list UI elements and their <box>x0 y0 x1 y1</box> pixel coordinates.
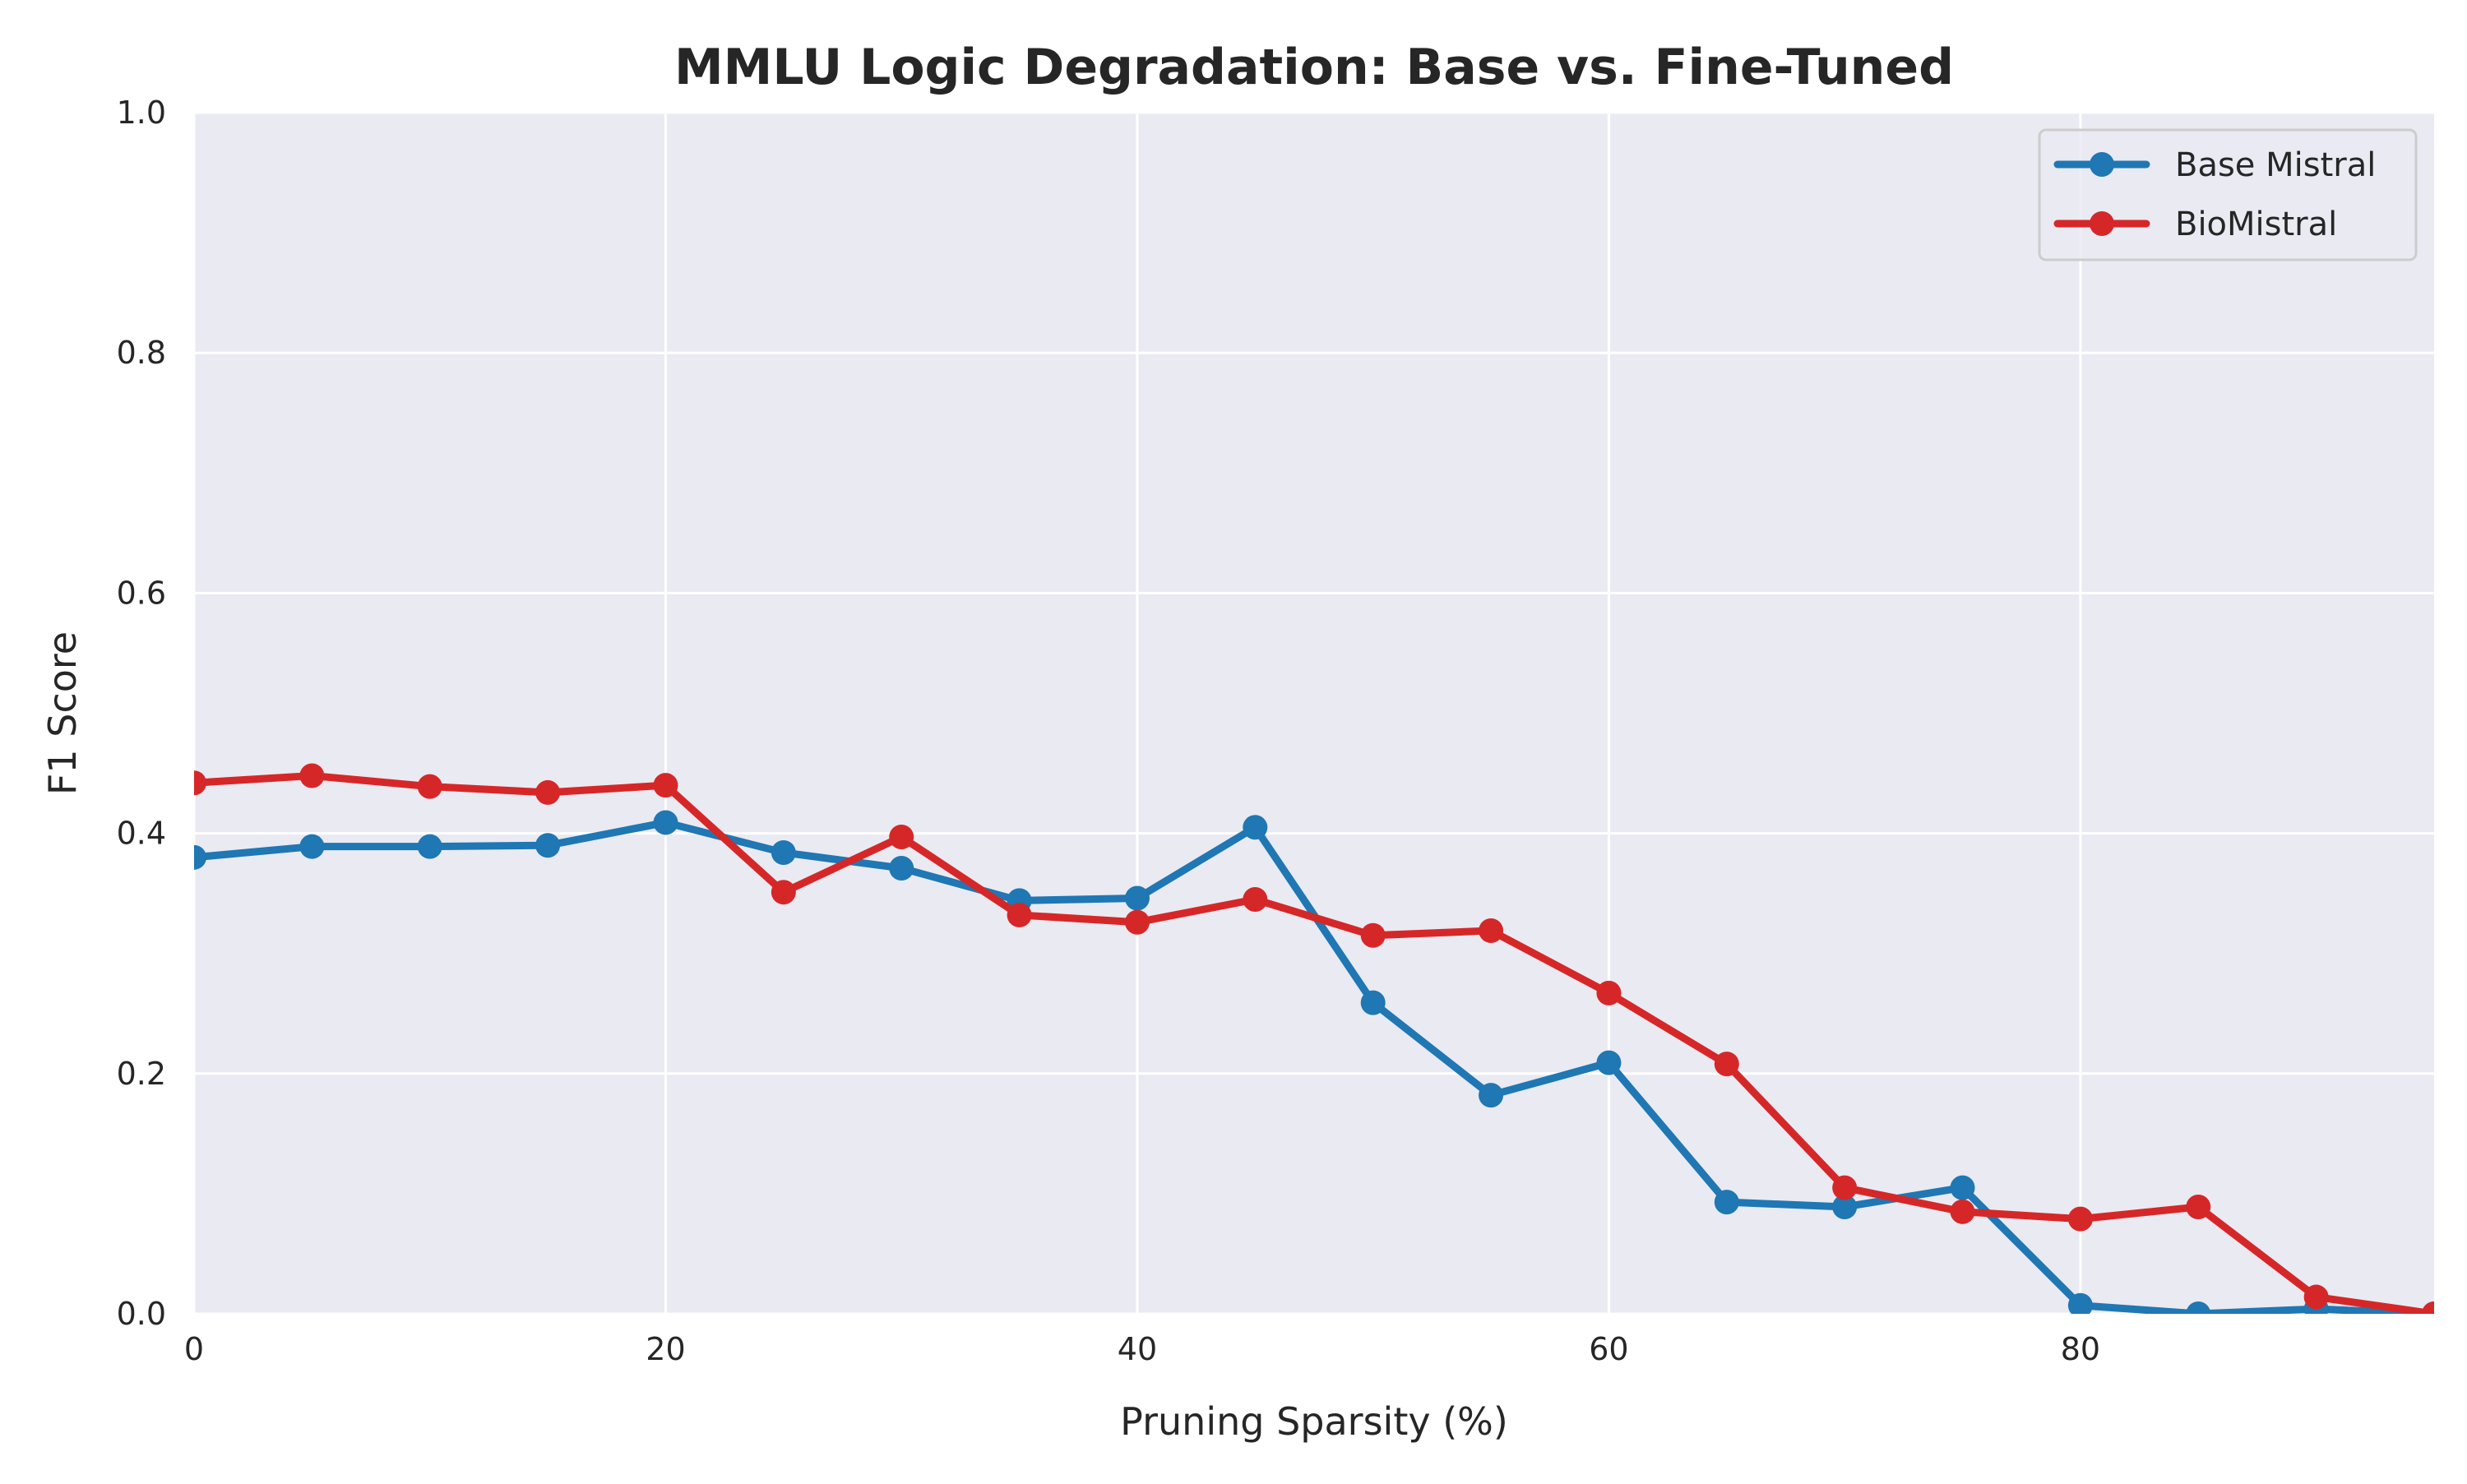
legend-swatch-marker <box>2090 152 2114 177</box>
data-point <box>1596 980 1622 1006</box>
data-point <box>1950 1199 1975 1224</box>
x-tick-label: 80 <box>2061 1331 2100 1367</box>
data-point <box>653 773 678 798</box>
data-point <box>1360 990 1386 1015</box>
data-point <box>889 824 914 849</box>
data-point <box>1007 902 1032 927</box>
data-point <box>889 855 914 881</box>
x-tick-label: 40 <box>1118 1331 1157 1367</box>
x-tick-label: 60 <box>1589 1331 1628 1367</box>
plot-area <box>194 113 2434 1314</box>
data-point <box>299 834 325 859</box>
data-point <box>771 880 796 905</box>
data-point <box>2186 1194 2211 1219</box>
data-point <box>2422 1301 2434 1314</box>
legend-swatch-marker <box>2090 211 2114 236</box>
data-point <box>1124 909 1150 935</box>
data-point <box>1479 918 1504 943</box>
data-point <box>2067 1292 2093 1314</box>
data-point <box>1596 1050 1622 1075</box>
data-point <box>1714 1190 1739 1215</box>
y-axis-label: F1 Score <box>40 631 85 795</box>
y-tick-label: 0.2 <box>117 1056 166 1092</box>
data-point <box>771 839 796 865</box>
series-line <box>194 771 2434 1314</box>
y-tick-label: 1.0 <box>117 95 166 131</box>
data-point <box>2067 1206 2093 1232</box>
data-point <box>417 834 442 859</box>
data-point <box>1950 1175 1975 1200</box>
data-point <box>417 774 442 799</box>
data-point <box>653 810 678 835</box>
data-point <box>2186 1301 2211 1314</box>
legend-entry: BioMistral <box>2053 206 2337 243</box>
data-point <box>1479 1083 1504 1108</box>
data-point <box>1124 885 1150 911</box>
x-axis-label: Pruning Sparsity (%) <box>1120 1399 1508 1444</box>
y-tick-label: 0.0 <box>117 1296 166 1332</box>
tick-labels: 0 20 40 60 80 0.0 0.2 0.4 0.6 0.8 1.0 <box>117 95 2101 1367</box>
data-point <box>2303 1284 2329 1310</box>
data-point <box>194 844 206 870</box>
series-layer <box>194 763 2434 1314</box>
y-tick-label: 0.6 <box>117 575 166 611</box>
data-point <box>1243 886 1268 912</box>
grid-lines <box>192 111 2434 1315</box>
legend-label: BioMistral <box>2175 206 2337 243</box>
data-point <box>1243 815 1268 840</box>
data-point <box>1360 922 1386 948</box>
data-point <box>299 763 325 788</box>
legend: Base Mistral BioMistral <box>2038 128 2418 261</box>
data-point <box>535 833 561 858</box>
chart-title: MMLU Logic Degradation: Base vs. Fine-Tu… <box>674 39 1954 96</box>
data-point <box>194 770 206 796</box>
legend-entry: Base Mistral <box>2053 146 2376 184</box>
y-tick-label: 0.4 <box>117 816 166 852</box>
data-point <box>1832 1194 1858 1219</box>
y-tick-label: 0.8 <box>117 335 166 371</box>
legend-label: Base Mistral <box>2175 146 2376 184</box>
data-point <box>1832 1175 1858 1200</box>
data-point <box>535 779 561 805</box>
series-biomistral <box>194 763 2434 1314</box>
x-tick-label: 0 <box>184 1331 204 1367</box>
x-tick-label: 20 <box>646 1331 685 1367</box>
data-point <box>1714 1052 1739 1077</box>
